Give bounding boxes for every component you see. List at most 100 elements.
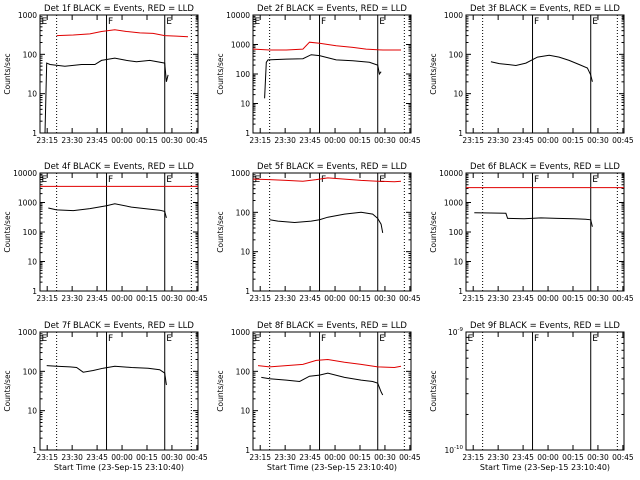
x-tick-label: 00:15 xyxy=(562,294,584,303)
x-tick-label: 00:30 xyxy=(374,294,396,303)
y-tick-label: 10-10 xyxy=(444,445,463,455)
y-tick-label: 1 xyxy=(32,446,37,455)
x-tick-label: 23:45 xyxy=(86,453,108,462)
plot-frame xyxy=(252,331,412,451)
x-axis-label: Start Time (23-Sep-15 23:10:40) xyxy=(54,463,184,472)
x-tick-label: 00:00 xyxy=(111,453,133,462)
events-series-line xyxy=(264,54,382,99)
x-tick-label: 23:45 xyxy=(512,453,534,462)
panel-title: Det 5f BLACK = Events, RED = LLD xyxy=(257,162,407,172)
y-tick-label: 1 xyxy=(458,287,463,296)
x-tick-label: 00:30 xyxy=(587,294,609,303)
x-tick-label: 00:45 xyxy=(186,453,208,462)
y-tick-label: 10 xyxy=(27,90,37,99)
x-tick-label: 23:30 xyxy=(61,294,83,303)
event-marker-label: E xyxy=(255,175,261,185)
y-tick-label: 1 xyxy=(245,129,250,138)
x-tick-label: 00:00 xyxy=(537,136,559,145)
x-tick-label: 23:30 xyxy=(274,453,296,462)
plot-frame xyxy=(465,14,625,134)
event-marker-label: F xyxy=(321,175,326,185)
x-tick-label: 00:00 xyxy=(111,294,133,303)
x-tick-label: 23:30 xyxy=(274,136,296,145)
event-marker-label: F xyxy=(321,334,326,344)
detector-panel: Det 6f BLACK = Events, RED = LLD 1 10 100 10… xyxy=(429,162,634,303)
x-tick-label: 00:15 xyxy=(349,453,371,462)
y-axis-label: Counts/sec xyxy=(3,211,12,252)
y-tick-label: 1000 xyxy=(444,11,463,20)
event-marker-label: E xyxy=(255,334,261,344)
x-tick-label: 00:15 xyxy=(349,294,371,303)
x-tick-label: 00:30 xyxy=(161,453,183,462)
x-tick-label: 00:15 xyxy=(136,136,158,145)
y-tick-label: 1000 xyxy=(18,328,37,337)
x-tick-label: 00:45 xyxy=(186,136,208,145)
event-marker-label: F xyxy=(534,17,539,27)
detector-panel: Det 5f BLACK = Events, RED = LLD 1 10 100 10… xyxy=(216,162,421,303)
events-series-line xyxy=(48,203,167,219)
y-tick-label: 100 xyxy=(449,50,464,59)
y-axis-label: Counts/sec xyxy=(216,370,225,411)
y-axis-label: Counts/sec xyxy=(429,211,438,252)
x-tick-label: 00:15 xyxy=(136,453,158,462)
y-tick-label: 10 xyxy=(240,407,250,416)
x-tick-label: 00:30 xyxy=(161,136,183,145)
x-tick-label: 23:15 xyxy=(249,453,271,462)
x-tick-label: 00:15 xyxy=(349,136,371,145)
x-axis-label: Start Time (23-Sep-15 23:10:40) xyxy=(480,463,610,472)
events-series-line xyxy=(40,57,169,134)
lld-series-line xyxy=(252,177,402,183)
x-tick-label: 23:15 xyxy=(36,294,58,303)
detector-panel: Det 1f BLACK = Events, RED = LLD 1 10 100 10… xyxy=(3,4,208,145)
y-tick-label: 1 xyxy=(245,446,250,455)
panel-title: Det 6f BLACK = Events, RED = LLD xyxy=(470,162,620,172)
y-axis-label: Counts/sec xyxy=(3,370,12,411)
y-tick-label: 1 xyxy=(245,287,250,296)
x-tick-label: 00:45 xyxy=(399,136,421,145)
events-series-line xyxy=(474,212,593,227)
y-tick-label: 100 xyxy=(23,367,38,376)
event-marker-label: E xyxy=(255,17,261,27)
panel-title: Det 9f BLACK = Events, RED = LLD xyxy=(470,321,620,331)
x-tick-label: 00:00 xyxy=(324,136,346,145)
event-marker-label: F xyxy=(321,17,326,27)
detector-panel: Det 7f BLACK = Events, RED = LLD 1 10 100 10… xyxy=(3,321,208,472)
x-tick-label: 23:30 xyxy=(487,453,509,462)
y-tick-label: 100 xyxy=(23,228,38,237)
lld-series-line xyxy=(56,29,189,38)
event-marker-label: E xyxy=(379,175,385,185)
event-marker-label: F xyxy=(108,17,113,27)
x-tick-label: 23:30 xyxy=(487,136,509,145)
detector-panel: Det 4f BLACK = Events, RED = LLD 1 10 100 10… xyxy=(3,162,208,303)
y-tick-label: 100 xyxy=(236,70,251,79)
panel-title: Det 8f BLACK = Events, RED = LLD xyxy=(257,321,407,331)
event-marker-label: E xyxy=(379,17,385,27)
x-tick-label: 00:00 xyxy=(537,294,559,303)
event-marker-label: E xyxy=(592,175,598,185)
x-tick-label: 23:15 xyxy=(36,136,58,145)
x-tick-label: 23:30 xyxy=(61,453,83,462)
y-tick-label: 1 xyxy=(458,129,463,138)
event-marker-label: E xyxy=(42,175,48,185)
event-marker-label: E xyxy=(379,334,385,344)
x-tick-label: 00:45 xyxy=(612,294,634,303)
y-tick-label: 10000 xyxy=(439,169,463,178)
y-tick-label: 1 xyxy=(32,129,37,138)
x-tick-label: 00:45 xyxy=(186,294,208,303)
y-tick-label: 10 xyxy=(240,100,250,109)
plot-frame xyxy=(465,331,625,451)
x-tick-label: 23:45 xyxy=(86,294,108,303)
x-tick-label: 23:15 xyxy=(249,136,271,145)
y-tick-label: 1000 xyxy=(231,41,250,50)
y-tick-label: 1 xyxy=(32,287,37,296)
detector-panel: Det 9f BLACK = Events, RED = LLD 10-10 10-… xyxy=(429,321,634,472)
detector-panel: Det 2f BLACK = Events, RED = LLD 1 10 100 10… xyxy=(216,4,421,145)
x-tick-label: 23:45 xyxy=(299,136,321,145)
event-marker-label: E xyxy=(166,334,172,344)
x-tick-label: 00:30 xyxy=(161,294,183,303)
y-axis-label: Counts/sec xyxy=(3,53,12,94)
x-tick-label: 23:30 xyxy=(487,294,509,303)
y-axis-label: Counts/sec xyxy=(429,370,438,411)
event-marker-label: F xyxy=(534,175,539,185)
